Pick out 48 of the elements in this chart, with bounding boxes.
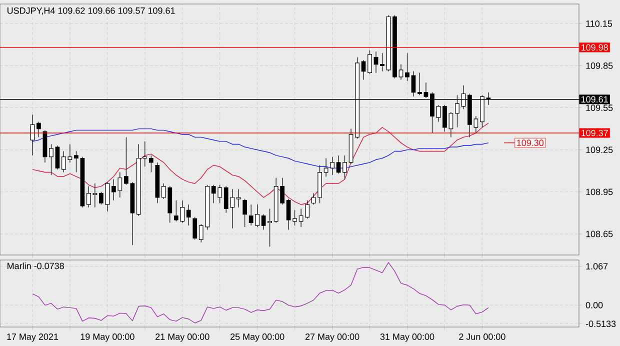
y-tick-label: 0.00 <box>586 302 603 308</box>
y-tick-label: 109.25 <box>586 146 613 154</box>
text: 109.30 <box>517 140 544 146</box>
candlestick <box>311 193 316 205</box>
candlestick <box>398 64 404 80</box>
y-tick-label: 1.067 <box>586 263 608 270</box>
x-tick-label: 2 Jun 00:00 <box>459 334 506 340</box>
candlestick <box>49 144 54 176</box>
y-tick-label: 108.65 <box>586 230 613 238</box>
y-tick-label: 110.15 <box>586 20 612 27</box>
candlestick <box>148 155 154 173</box>
candlestick <box>336 155 341 174</box>
y-tick-label: 109.55 <box>586 104 613 111</box>
y-tick-label: 108.95 <box>586 188 613 196</box>
x-tick-label: 17 May 2021 <box>7 334 58 342</box>
candlestick <box>436 104 441 122</box>
x-tick-label: 27 May 00:00 <box>305 334 360 342</box>
x-tick-label: 25 May 00:00 <box>230 334 284 342</box>
candlestick <box>442 104 447 132</box>
candlestick <box>55 145 60 170</box>
x-tick-label: 31 May 00:00 <box>380 334 434 342</box>
y-tick-label: 109.85 <box>586 62 613 69</box>
candlestick <box>36 121 41 138</box>
candlestick <box>62 150 66 173</box>
candlestick <box>380 52 384 72</box>
x-tick-label: 21 May 00:00 <box>156 334 210 342</box>
candlestick <box>448 112 454 138</box>
candlestick <box>330 156 334 176</box>
x-tick-label: 19 May 00:00 <box>80 334 134 342</box>
candlestick <box>236 188 241 208</box>
candlestick <box>418 72 422 96</box>
candlestick <box>411 71 416 97</box>
candlestick <box>324 158 328 177</box>
y-tick-label: -0.5133 <box>586 320 616 328</box>
candlestick <box>374 51 378 74</box>
ref-line-label: 109.37 <box>581 130 608 136</box>
candlestick <box>242 198 248 228</box>
chart-title: USDJPY,H4 109.62 109.66 109.57 109.61 <box>8 7 175 15</box>
candlestick <box>342 155 347 180</box>
ref-line-label: 109.61 <box>581 96 608 103</box>
candlestick <box>368 50 372 74</box>
ref-line-label: 109.98 <box>581 44 608 51</box>
candlestick <box>68 144 72 163</box>
candlestick <box>405 52 410 82</box>
chart-title: Marlin -0.0738 <box>8 262 64 270</box>
candlestick <box>192 216 198 240</box>
candlestick <box>361 60 366 80</box>
candlestick <box>186 204 191 226</box>
